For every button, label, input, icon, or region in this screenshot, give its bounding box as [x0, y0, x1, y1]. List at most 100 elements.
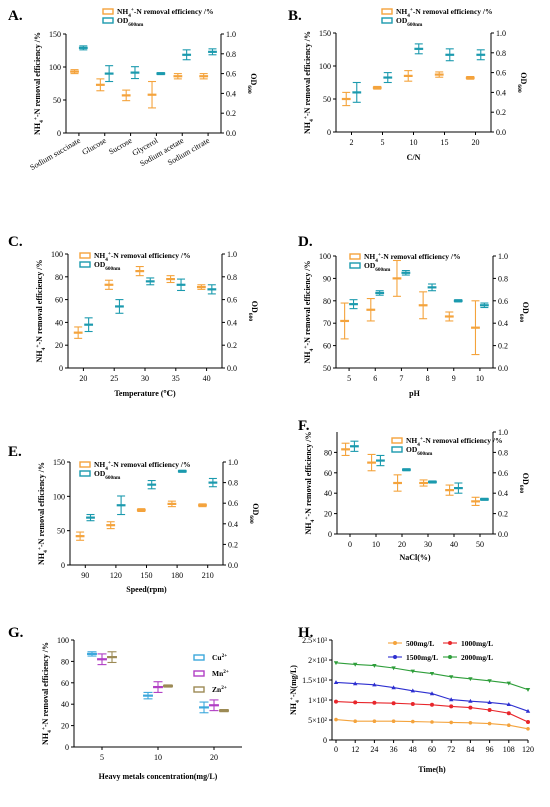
- legend-swatch: [102, 8, 114, 15]
- right-tick-label: 0.2: [227, 341, 237, 350]
- left-tick-label: 60: [61, 679, 69, 688]
- data-point: [372, 700, 377, 705]
- right-tick-label: 1.0: [496, 29, 506, 38]
- left-tick-label: 60: [55, 296, 63, 305]
- x-tick-label: 36: [390, 745, 398, 754]
- legend-swatch: [349, 262, 361, 269]
- panel-label: G.: [8, 625, 24, 641]
- right-tick-label: 0.0: [498, 530, 508, 539]
- y-axis-title: NH4+-N removal efficiency /%: [303, 31, 315, 134]
- left-tick-label: 150: [49, 30, 61, 39]
- right-tick-label: 1.0: [227, 250, 237, 259]
- left-tick-label: 100: [49, 63, 61, 72]
- x-axis-title: Heavy metals concentration(mg/L): [99, 772, 218, 781]
- legend-swatch: [79, 252, 91, 259]
- x-tick-label: 40: [450, 540, 458, 549]
- left-tick-label: 2.5×10³: [302, 636, 328, 645]
- legend: NH4+-N removal efficiency /%OD600nm: [349, 252, 461, 273]
- left-tick-label: 100: [57, 636, 69, 645]
- right-tick-label: 0.4: [498, 319, 508, 328]
- y-axis-title: NH4+-N(mg/L): [289, 665, 301, 715]
- left-tick-label: 150: [319, 29, 331, 38]
- legend: NH4+-N removal efficiency /%OD600nm: [79, 460, 191, 481]
- right-tick-label: 0.0: [228, 561, 238, 570]
- legend-label: OD600nm: [364, 261, 391, 273]
- x-tick-label: 108: [503, 745, 515, 754]
- x-tick-label: 15: [441, 138, 449, 147]
- panel-a: A. 0 50 100 150 0.0 0.2 0.4 0.6 0.8 1.0 Sodium succ…: [8, 7, 258, 172]
- left-tick-label: 0: [328, 530, 332, 539]
- x-tick-label: 90: [81, 571, 89, 580]
- right-tick-label: 0.8: [227, 273, 237, 282]
- x-axis-title: Time(h): [418, 765, 446, 774]
- series-line: [335, 681, 529, 712]
- right-tick-label: 1.0: [498, 252, 508, 261]
- right-tick-label: 0.6: [498, 469, 508, 478]
- data-point: [507, 723, 511, 727]
- left-tick-label: 5×10²: [308, 716, 328, 725]
- x-tick-label: 120: [110, 571, 122, 580]
- legend: NH4+-N removal efficiency /%OD600nm: [79, 251, 191, 272]
- legend-marker: [393, 655, 397, 659]
- panel-d: D. 50 60 70 80 90 100 0.0 0.2 0.4 0.6 0.8 1.0 5 6 7 8 9 10…: [298, 234, 530, 398]
- x-tick-label: 210: [202, 571, 214, 580]
- left-tick-label: 1×10³: [308, 696, 328, 705]
- panel-f: F. 0 20 40 60 80 0.0 0.2 0.4 0.6 0.8 1.0 0 10 20 30 40 50…: [298, 418, 530, 562]
- left-tick-label: 50: [323, 364, 331, 373]
- right-tick-label: 0.8: [498, 274, 508, 283]
- x-tick-label: 20: [210, 753, 218, 762]
- data-point: [468, 705, 473, 710]
- right-tick-label: 0.4: [227, 318, 237, 327]
- x-tick-label: 10: [372, 540, 380, 549]
- legend-label: 1500mg/L: [406, 653, 438, 662]
- right-tick-label: 0.8: [498, 448, 508, 457]
- panel-h: H. 0 5×10² 1×10³ 1.5×10³ 2×10³ 2.5×10³ 0 12 24 36 4…: [289, 625, 534, 774]
- left-tick-label: 100: [319, 62, 331, 71]
- data-point: [506, 711, 511, 716]
- data-point: [391, 685, 396, 690]
- right-tick-label: 0.2: [226, 109, 236, 118]
- left-tick-label: 100: [319, 252, 331, 261]
- legend: NH4+-N removal efficiency /%OD600nm: [102, 7, 214, 28]
- right-tick-label: 0.6: [496, 69, 506, 78]
- x-axis-title: Speed(rpm): [126, 585, 167, 594]
- left-tick-label: 100: [51, 250, 63, 259]
- legend-swatch: [391, 437, 403, 444]
- data-point: [468, 721, 473, 725]
- x-tick-label: 40: [203, 374, 211, 383]
- series-1000mg-per-l: [334, 699, 530, 724]
- legend-swatch: [193, 670, 205, 677]
- data-point: [372, 664, 377, 668]
- legend-label: Mn2+: [212, 669, 229, 678]
- legend-label: OD600nm: [94, 260, 121, 272]
- data-point: [487, 679, 492, 684]
- legend-label: NH4+-N removal efficiency /%: [94, 460, 191, 472]
- legend-label: NH4+-N removal efficiency /%: [117, 7, 214, 19]
- legend-swatch: [79, 461, 91, 468]
- left-tick-label: 20: [55, 341, 63, 350]
- right-tick-label: 0.8: [228, 479, 238, 488]
- data-point: [411, 719, 415, 724]
- x-tick-label: 96: [486, 745, 494, 754]
- y-axis-title: NH4+-N removal efficiency /%: [303, 261, 315, 364]
- legend-swatch: [79, 470, 91, 477]
- x-tick-label: 12: [351, 745, 359, 754]
- right-tick-label: 0.6: [226, 70, 236, 79]
- left-tick-label: 50: [57, 527, 65, 536]
- x-tick-label: 72: [447, 745, 455, 754]
- data-point: [410, 702, 415, 706]
- panel-b: B. 0 50 100 150 0.0 0.2 0.4 0.6 0.8 1.0 2 5 10 15 20 NH4…: [288, 7, 528, 162]
- panel-g: G. 0 20 40 60 80 100 5 10 20 NH4+-N removal effici…: [8, 625, 242, 781]
- x-tick-label: 0: [334, 745, 338, 754]
- legend-label: OD600nm: [406, 445, 433, 457]
- legend-swatch: [381, 8, 393, 15]
- right-tick-label: 0.6: [227, 296, 237, 305]
- right-tick-label: 0.0: [498, 364, 508, 373]
- right-tick-label: 1.0: [226, 30, 236, 39]
- right-tick-label: 0.4: [498, 489, 508, 498]
- left-tick-label: 150: [53, 458, 65, 467]
- x-tick-label: 20: [79, 374, 87, 383]
- panel-label: F.: [298, 418, 310, 434]
- x-tick-label: 35: [172, 374, 180, 383]
- right-tick-label: 0.6: [228, 499, 238, 508]
